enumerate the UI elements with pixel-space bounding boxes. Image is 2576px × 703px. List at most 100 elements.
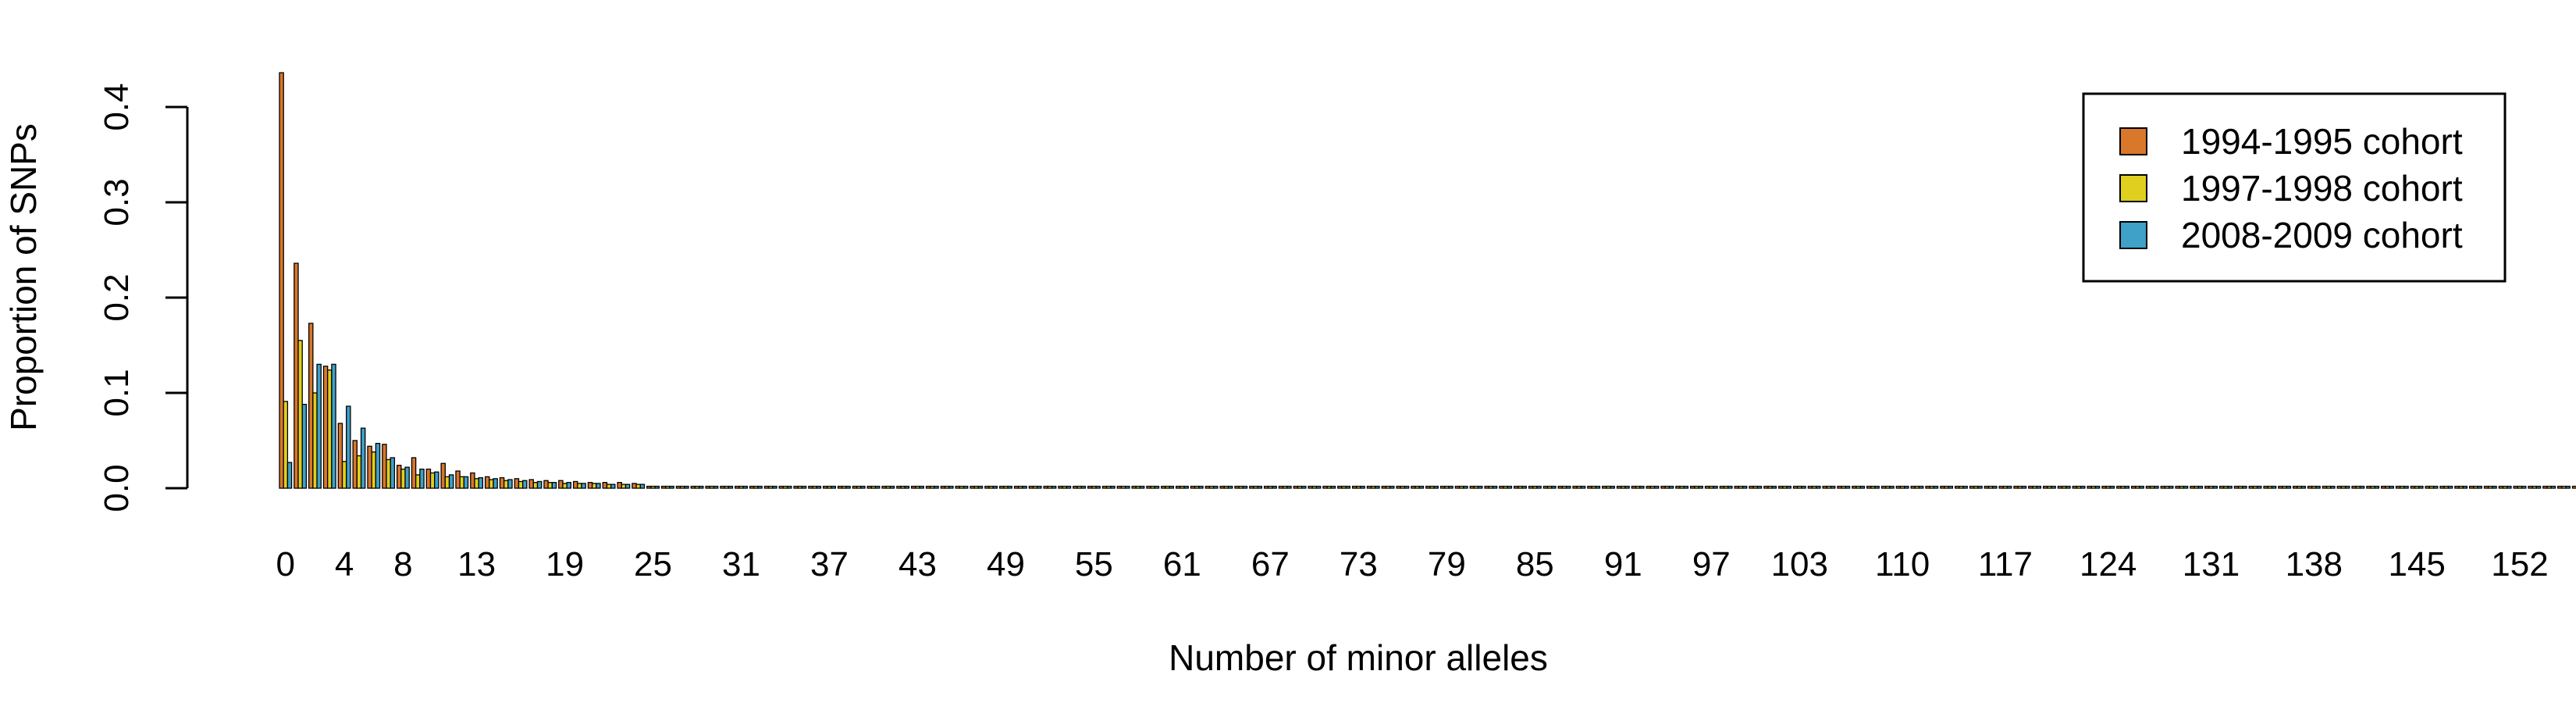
- x-tick-label: 85: [1516, 545, 1554, 583]
- bar-1997-1998-cohort-143: [2385, 485, 2390, 489]
- bar-2008-2009-cohort-70: [1315, 485, 1322, 489]
- bar-2008-2009-cohort-28: [698, 485, 704, 489]
- bar-2008-2009-cohort-38: [845, 485, 851, 489]
- bar-1994-1995-cohort-83: [1499, 485, 1504, 489]
- bar-1994-1995-cohort-37: [823, 485, 828, 489]
- bar-2008-2009-cohort-87: [1565, 485, 1571, 489]
- bar-2008-2009-cohort-141: [2359, 485, 2365, 489]
- bar-1997-1998-cohort-6: [371, 451, 377, 489]
- bar-2008-2009-cohort-46: [962, 485, 969, 489]
- bar-2008-2009-cohort-35: [801, 485, 807, 489]
- bar-1994-1995-cohort-116: [1984, 485, 1990, 489]
- bar-1997-1998-cohort-104: [1811, 485, 1817, 489]
- bar-2008-2009-cohort-81: [1477, 485, 1483, 489]
- legend-label-1994-1995: 1994-1995 cohort: [2181, 121, 2463, 162]
- bar-1997-1998-cohort-16: [518, 480, 524, 489]
- bar-1997-1998-cohort-98: [1723, 485, 1729, 489]
- bar-1994-1995-cohort-102: [1778, 485, 1784, 489]
- bar-2008-2009-cohort-117: [2006, 485, 2012, 489]
- y-tick-label: 0.2: [98, 273, 136, 321]
- bar-2008-2009-cohort-33: [772, 485, 777, 489]
- bar-2008-2009-cohort-1: [301, 403, 308, 489]
- bar-1994-1995-cohort-71: [1322, 485, 1328, 489]
- legend-swatch-2008-2009: [2119, 221, 2147, 249]
- bar-1997-1998-cohort-74: [1370, 485, 1376, 489]
- bar-1997-1998-cohort-23: [621, 484, 627, 489]
- bar-1994-1995-cohort-84: [1514, 485, 1519, 489]
- bar-1997-1998-cohort-51: [1032, 485, 1038, 489]
- bar-2008-2009-cohort-52: [1051, 485, 1057, 489]
- bar-2008-2009-cohort-47: [977, 485, 984, 489]
- x-tick-label: 79: [1428, 545, 1466, 583]
- bar-1997-1998-cohort-57: [1120, 485, 1126, 489]
- bar-1997-1998-cohort-52: [1047, 485, 1053, 489]
- bar-1997-1998-cohort-39: [856, 485, 862, 489]
- bar-1997-1998-cohort-83: [1503, 485, 1508, 489]
- x-tick-label: 97: [1692, 545, 1731, 583]
- bar-1994-1995-cohort-100: [1749, 485, 1754, 489]
- bar-1994-1995-cohort-9: [411, 457, 417, 489]
- bar-1997-1998-cohort-56: [1106, 485, 1112, 489]
- bar-2008-2009-cohort-23: [624, 484, 631, 489]
- bar-1994-1995-cohort-106: [1837, 485, 1842, 489]
- bar-1994-1995-cohort-127: [2145, 485, 2151, 489]
- bar-2008-2009-cohort-128: [2168, 485, 2174, 489]
- bar-2008-2009-cohort-31: [742, 485, 748, 489]
- bar-1997-1998-cohort-144: [2400, 485, 2405, 489]
- bar-1997-1998-cohort-75: [1385, 485, 1391, 489]
- bar-2008-2009-cohort-147: [2447, 485, 2453, 489]
- x-tick-label: 37: [810, 545, 849, 583]
- bar-2008-2009-cohort-66: [1257, 485, 1263, 489]
- bar-1997-1998-cohort-3: [327, 369, 333, 489]
- bar-1994-1995-cohort-139: [2322, 485, 2328, 489]
- bar-1994-1995-cohort-110: [1895, 485, 1902, 489]
- bar-1994-1995-cohort-53: [1058, 485, 1063, 489]
- bar-2008-2009-cohort-9: [419, 468, 425, 489]
- bar-2008-2009-cohort-124: [2109, 485, 2115, 489]
- bar-1997-1998-cohort-71: [1326, 485, 1332, 489]
- bar-1997-1998-cohort-136: [2282, 485, 2287, 489]
- bar-2008-2009-cohort-121: [2065, 485, 2071, 489]
- bar-1994-1995-cohort-49: [999, 485, 1005, 489]
- bar-1994-1995-cohort-98: [1719, 485, 1725, 489]
- bar-2008-2009-cohort-72: [1345, 485, 1351, 489]
- bar-1997-1998-cohort-134: [2252, 485, 2258, 489]
- bar-2008-2009-cohort-17: [536, 480, 543, 489]
- bar-1997-1998-cohort-44: [930, 485, 935, 489]
- bar-1997-1998-cohort-60: [1165, 485, 1170, 489]
- bar-2008-2009-cohort-12: [463, 476, 469, 489]
- bar-1994-1995-cohort-59: [1146, 485, 1151, 489]
- legend-box: [2082, 92, 2507, 283]
- bar-2008-2009-cohort-135: [2271, 485, 2277, 489]
- legend-label-2008-2009: 2008-2009 cohort: [2181, 215, 2463, 255]
- x-tick-label: 117: [1978, 545, 2033, 583]
- bar-1994-1995-cohort-50: [1013, 485, 1019, 489]
- bar-1994-1995-cohort-13: [470, 472, 475, 489]
- bar-1997-1998-cohort-131: [2208, 485, 2214, 489]
- bar-1994-1995-cohort-137: [2293, 485, 2298, 489]
- bar-1994-1995-cohort-4: [337, 423, 343, 489]
- bar-1997-1998-cohort-11: [444, 476, 450, 489]
- bar-2008-2009-cohort-59: [1154, 485, 1160, 489]
- bar-2008-2009-cohort-71: [1330, 485, 1336, 489]
- bar-1997-1998-cohort-100: [1752, 485, 1759, 489]
- bar-1994-1995-cohort-82: [1484, 485, 1489, 489]
- bar-1994-1995-cohort-19: [558, 480, 564, 489]
- bar-1994-1995-cohort-122: [2072, 485, 2078, 489]
- bar-1997-1998-cohort-19: [562, 483, 568, 489]
- bar-1997-1998-cohort-120: [2047, 485, 2052, 489]
- bar-1997-1998-cohort-1: [297, 340, 303, 489]
- bar-1994-1995-cohort-31: [735, 485, 740, 489]
- bar-2008-2009-cohort-20: [581, 483, 586, 489]
- bar-1997-1998-cohort-28: [694, 485, 700, 489]
- bar-2008-2009-cohort-106: [1845, 485, 1851, 489]
- bar-2008-2009-cohort-39: [860, 485, 866, 489]
- bar-1994-1995-cohort-148: [2454, 485, 2460, 489]
- bar-1994-1995-cohort-112: [1925, 485, 1930, 489]
- bar-1994-1995-cohort-113: [1940, 485, 1945, 489]
- bar-1994-1995-cohort-14: [484, 476, 490, 489]
- bar-1997-1998-cohort-24: [635, 484, 641, 489]
- bar-1997-1998-cohort-54: [1076, 485, 1082, 489]
- x-tick-label: 4: [335, 545, 354, 583]
- bar-2008-2009-cohort-98: [1727, 485, 1733, 489]
